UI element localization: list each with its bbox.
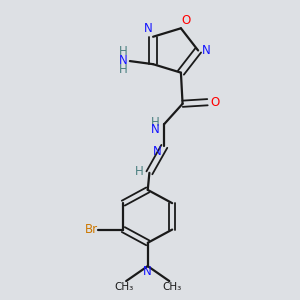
Text: O: O xyxy=(181,14,190,27)
Text: CH₃: CH₃ xyxy=(114,282,133,292)
Text: H: H xyxy=(151,116,159,129)
Text: CH₃: CH₃ xyxy=(162,282,182,292)
Text: H: H xyxy=(119,45,128,58)
Text: H: H xyxy=(135,165,144,178)
Text: N: N xyxy=(144,22,152,35)
Text: N: N xyxy=(151,123,159,136)
Text: N: N xyxy=(202,44,211,57)
Text: N: N xyxy=(153,145,161,158)
Text: N: N xyxy=(119,54,128,67)
Text: N: N xyxy=(143,265,152,278)
Text: O: O xyxy=(210,96,219,109)
Text: Br: Br xyxy=(85,223,98,236)
Text: H: H xyxy=(119,63,128,76)
